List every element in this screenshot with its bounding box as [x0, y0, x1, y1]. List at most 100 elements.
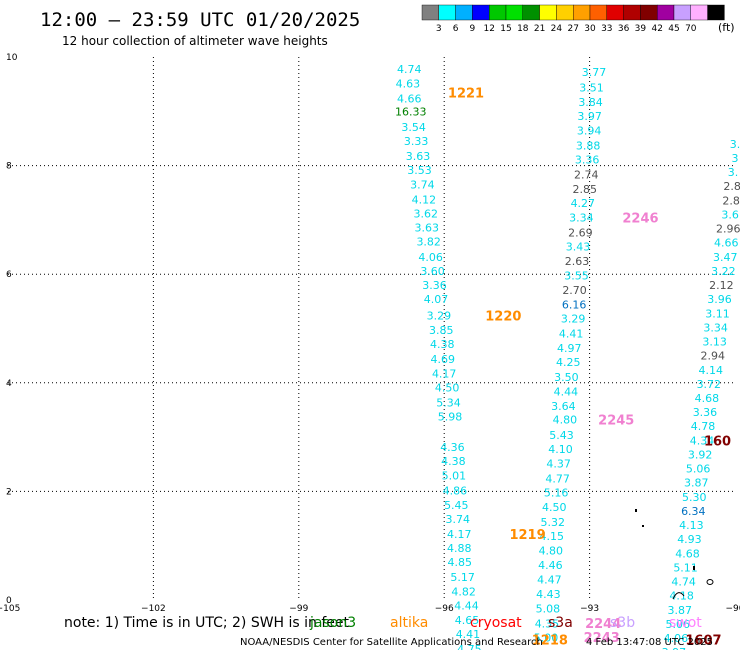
- wave-height-label: 4.74: [671, 576, 696, 589]
- wave-height-label: 5.11: [673, 561, 698, 574]
- wave-height-label: 6.16: [562, 299, 587, 312]
- wave-height-label: 3.77: [582, 66, 607, 79]
- wave-height-label: 5.01: [442, 470, 467, 483]
- wave-height-label: 3.87: [667, 604, 692, 617]
- legend-swatch: [539, 4, 557, 21]
- wave-height-label: 5.45: [444, 499, 469, 512]
- y-tick-label: 2: [6, 487, 12, 497]
- legend-swatch: [505, 4, 523, 21]
- wave-height-label: 3.88: [576, 140, 601, 153]
- footer-note: note: 1) Time is in UTC; 2) SWH is in fe…: [64, 615, 350, 631]
- wave-height-label: 3.34: [569, 212, 594, 225]
- wave-height-label: 4.44: [454, 599, 479, 612]
- wave-height-label: 3.63: [406, 150, 431, 163]
- legend-swatch: [489, 4, 507, 21]
- wave-height-label: 4.65: [455, 614, 480, 627]
- segment-label: 1218: [532, 634, 568, 649]
- wave-height-label: 4.86: [443, 484, 468, 497]
- wave-height-label: 4.66: [714, 237, 739, 250]
- wave-height-label: 2.85: [573, 183, 598, 196]
- wave-height-label: 5.32: [541, 516, 566, 529]
- wave-height-label: 5.98: [438, 410, 463, 423]
- wave-height-label: 4.68: [675, 547, 700, 560]
- axis-ticks: −105 −102 −99 −96 −93 −90 0 2 4 6 8 10: [0, 53, 740, 614]
- legend-label: 15: [500, 24, 511, 34]
- wave-height-label: 3.63: [415, 222, 440, 235]
- wave-height-label: 5.34: [436, 396, 461, 409]
- wave-height-label: 2.63: [565, 255, 590, 268]
- wave-height-label: 3.94: [577, 124, 602, 137]
- legend-swatch: [657, 4, 675, 21]
- wave-height-label: 4.37: [546, 458, 571, 471]
- wave-height-label: 4.06: [664, 632, 689, 645]
- y-tick-label: 10: [6, 53, 18, 63]
- wave-height-label: 3.85: [429, 324, 454, 337]
- wave-height-label: 3.60: [420, 265, 445, 278]
- wave-height-label: 3.36: [422, 279, 447, 292]
- wave-height-label: 3.: [728, 166, 739, 179]
- wave-height-label: 3.29: [561, 313, 586, 326]
- wave-height-label: 4.66: [397, 92, 422, 105]
- segment-label: 1219: [509, 528, 545, 543]
- legend-swatch: [623, 4, 641, 21]
- legend-label: 24: [551, 24, 563, 34]
- wave-height-label: 4.10: [548, 443, 573, 456]
- wave-height-label: 3.50: [554, 371, 579, 384]
- legend-label: 30: [584, 24, 596, 34]
- wave-height-label: 4.50: [435, 382, 460, 395]
- wave-height-label: 3.22: [711, 265, 736, 278]
- wave-height-label: 4.68: [695, 392, 720, 405]
- wave-height-label: 4.34: [690, 434, 715, 447]
- wave-height-label: 4.80: [539, 545, 564, 558]
- wave-height-label: 2.96: [716, 223, 740, 236]
- wave-height-label: 4.36: [440, 441, 465, 454]
- wave-height-label: 4.77: [545, 472, 570, 485]
- y-tick-label: 0: [6, 596, 12, 606]
- legend-swatch: [589, 4, 607, 21]
- satellite-s3b: s3b: [610, 615, 635, 631]
- segment-label: 160: [704, 434, 731, 449]
- wave-height-label: 3.74: [446, 513, 471, 526]
- satellite-jason3: jason3: [309, 615, 356, 631]
- wave-height-label: 4.17: [432, 368, 457, 381]
- x-tick-label: −105: [0, 604, 20, 614]
- wave-height-label: 4.97: [557, 342, 582, 355]
- segment-label: 2243: [584, 631, 620, 646]
- wave-height-label: 4.27: [571, 197, 596, 210]
- wave-height-label: 3.96: [707, 293, 732, 306]
- legend-swatch: [455, 4, 473, 21]
- wave-height-label: 4.06: [418, 251, 443, 264]
- legend-unit: (ft): [718, 21, 735, 34]
- wave-height-label: 4.85: [447, 556, 472, 569]
- wave-height-label: 4.38: [441, 455, 466, 468]
- legend-swatch: [690, 4, 708, 21]
- segment-label: 2244: [585, 617, 621, 632]
- legend-swatch: [673, 4, 691, 21]
- wave-height-label: 4.74: [397, 63, 422, 76]
- wave-height-label: 5.30: [682, 491, 707, 504]
- x-tick-label: −96: [435, 604, 454, 614]
- wave-height-label: 3.33: [404, 135, 429, 148]
- wave-height-label: 3.62: [414, 207, 439, 220]
- wave-height-label: 2.12: [709, 279, 734, 292]
- wave-height-label: 3.36: [693, 406, 718, 419]
- wave-height-label: 3.72: [697, 378, 722, 391]
- legend-swatch: [522, 4, 540, 21]
- segment-label: 1221: [448, 86, 484, 101]
- wave-height-label: 2.94: [700, 350, 725, 363]
- wave-height-label: 4.13: [679, 519, 704, 532]
- wave-height-label: 4.75: [457, 643, 482, 650]
- wave-height-label: 4.50: [542, 501, 567, 514]
- legend-swatch: [472, 4, 490, 21]
- segment-label: 2246: [622, 212, 658, 227]
- wave-height-label: 3.11: [705, 307, 730, 320]
- segment-label: 1220: [485, 309, 521, 324]
- legend-swatch: [573, 4, 591, 21]
- timestamp: 4 Feb 13:47:08 UTC 2025: [586, 637, 713, 648]
- x-tick-label: −90: [726, 604, 740, 614]
- legend-label: 70: [685, 24, 697, 34]
- wave-height-label: 5.17: [450, 571, 475, 584]
- wave-height-label: 4.12: [412, 193, 437, 206]
- wave-height-label: 5.06: [666, 618, 691, 631]
